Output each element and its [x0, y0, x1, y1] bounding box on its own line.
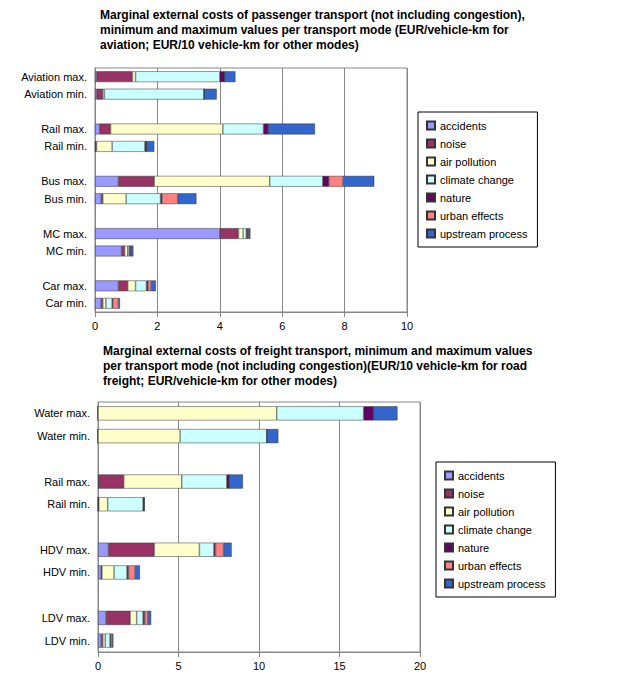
svg-text:Water max.: Water max.	[34, 407, 90, 419]
svg-text:Rail max.: Rail max.	[44, 476, 90, 488]
svg-text:8: 8	[342, 320, 348, 332]
svg-text:20: 20	[414, 660, 426, 672]
svg-text:Aviation min.: Aviation min.	[24, 88, 87, 100]
svg-text:freight; EUR/vehicle-km for ot: freight; EUR/vehicle-km for other modes)	[103, 374, 337, 388]
svg-text:10: 10	[253, 660, 265, 672]
svg-text:15: 15	[333, 660, 345, 672]
svg-text:4: 4	[217, 320, 223, 332]
svg-text:HDV min.: HDV min.	[43, 566, 90, 578]
svg-text:air pollution: air pollution	[440, 156, 496, 168]
svg-text:LDV max.: LDV max.	[42, 612, 90, 624]
svg-text:per transport mode (not includ: per transport mode (not including conges…	[103, 359, 527, 373]
svg-text:accidents: accidents	[440, 120, 487, 132]
svg-text:minimum and maximum values per: minimum and maximum values per transport…	[100, 23, 509, 37]
svg-text:nature: nature	[458, 542, 489, 554]
svg-text:5: 5	[175, 660, 181, 672]
svg-text:LDV min.: LDV min.	[45, 635, 90, 647]
svg-text:climate change: climate change	[458, 524, 532, 536]
svg-text:Marginal external costs of fre: Marginal external costs of freight trans…	[103, 344, 533, 358]
svg-text:noise: noise	[440, 138, 466, 150]
svg-text:0: 0	[92, 320, 98, 332]
svg-text:accidents: accidents	[458, 470, 505, 482]
svg-text:Car min.: Car min.	[45, 297, 87, 309]
svg-text:Bus max.: Bus max.	[41, 175, 87, 187]
svg-text:climate change: climate change	[440, 174, 514, 186]
svg-text:MC max.: MC max.	[43, 228, 87, 240]
svg-text:MC min.: MC min.	[46, 245, 87, 257]
svg-text:HDV max.: HDV max.	[40, 544, 90, 556]
svg-text:Water min.: Water min.	[37, 430, 90, 442]
svg-text:nature: nature	[440, 192, 471, 204]
svg-text:upstream process: upstream process	[458, 578, 546, 590]
svg-text:Rail max.: Rail max.	[41, 123, 87, 135]
svg-text:noise: noise	[458, 488, 484, 500]
svg-text:2: 2	[154, 320, 160, 332]
svg-text:6: 6	[279, 320, 285, 332]
svg-text:Car max.: Car max.	[42, 280, 87, 292]
svg-text:Marginal external costs of pas: Marginal external costs of passenger tra…	[100, 8, 525, 22]
svg-text:0: 0	[95, 660, 101, 672]
svg-text:upstream process: upstream process	[440, 228, 528, 240]
svg-text:10: 10	[401, 320, 413, 332]
svg-text:Rail min.: Rail min.	[47, 498, 90, 510]
svg-text:Rail min.: Rail min.	[44, 140, 87, 152]
svg-text:urban effects: urban effects	[440, 210, 504, 222]
svg-text:Aviation max.: Aviation max.	[21, 71, 87, 83]
svg-text:air pollution: air pollution	[458, 506, 514, 518]
svg-text:Bus min.: Bus min.	[44, 193, 87, 205]
svg-text:urban effects: urban effects	[458, 560, 522, 572]
svg-text:aviation; EUR/10 vehicle-km fo: aviation; EUR/10 vehicle-km for other mo…	[100, 38, 359, 52]
